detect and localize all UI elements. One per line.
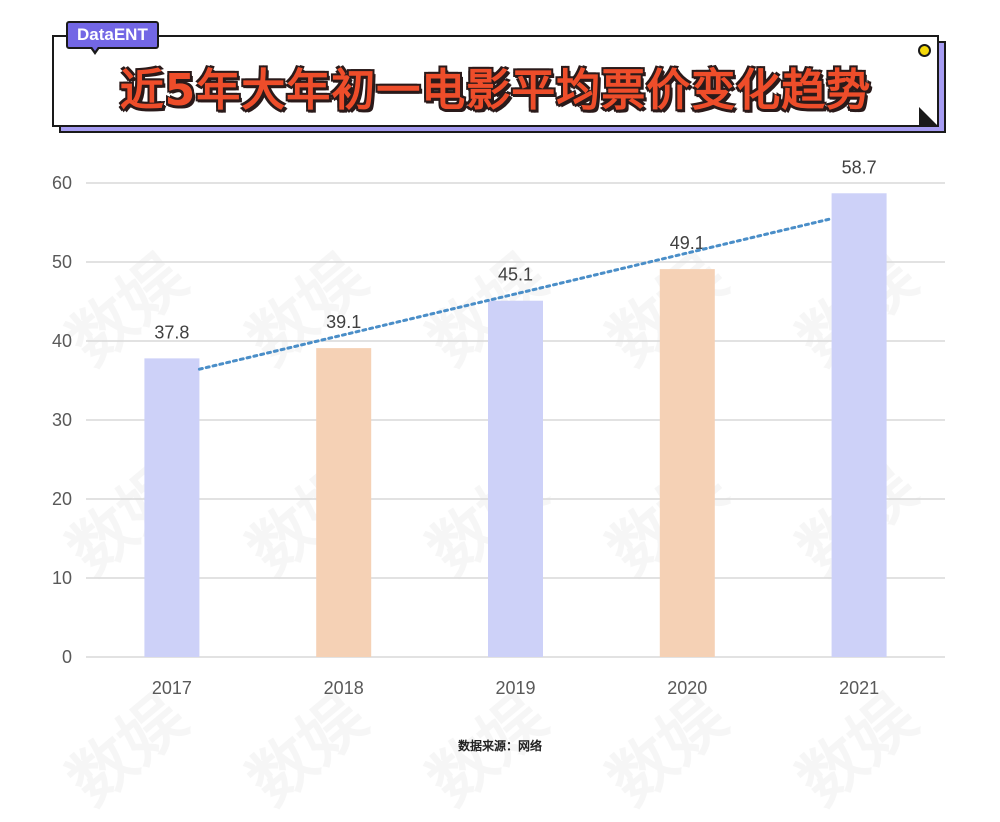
y-tick-label: 20 (52, 489, 72, 509)
x-tick-label: 2018 (324, 678, 364, 698)
trendline (197, 217, 834, 371)
y-tick-label: 0 (62, 647, 72, 667)
y-tick-label: 10 (52, 568, 72, 588)
bar (144, 358, 200, 657)
x-tick-label: 2021 (839, 678, 879, 698)
data-label: 39.1 (326, 312, 361, 332)
x-tick-label: 2020 (667, 678, 707, 698)
title-banner: 近5年大年初一电影平均票价变化趋势 (52, 35, 939, 127)
x-tick-label: 2019 (495, 678, 535, 698)
bar (316, 348, 372, 657)
y-tick-label: 60 (52, 173, 72, 193)
brand-tag: DataENT (66, 21, 159, 49)
folded-corner-icon (919, 107, 939, 127)
bar (659, 269, 715, 657)
data-label: 37.8 (154, 322, 189, 342)
data-source-note: 数据来源：网络 (457, 739, 542, 753)
data-label: 45.1 (498, 265, 533, 285)
bar (831, 193, 887, 657)
y-tick-label: 30 (52, 410, 72, 430)
data-label: 58.7 (842, 157, 877, 177)
brand-tag-pointer-fill (90, 44, 100, 51)
bar-chart: 0 10 20 30 40 50 60 2017 37.8 2018 39.1 2019 45.1 202… (52, 157, 945, 698)
y-tick-label: 50 (52, 252, 72, 272)
chart-title: 近5年大年初一电影平均票价变化趋势 (119, 65, 872, 116)
y-tick-label: 40 (52, 331, 72, 351)
data-label: 49.1 (670, 233, 705, 253)
bar (488, 300, 543, 657)
yellow-dot-icon (918, 44, 931, 57)
x-tick-label: 2017 (152, 678, 192, 698)
